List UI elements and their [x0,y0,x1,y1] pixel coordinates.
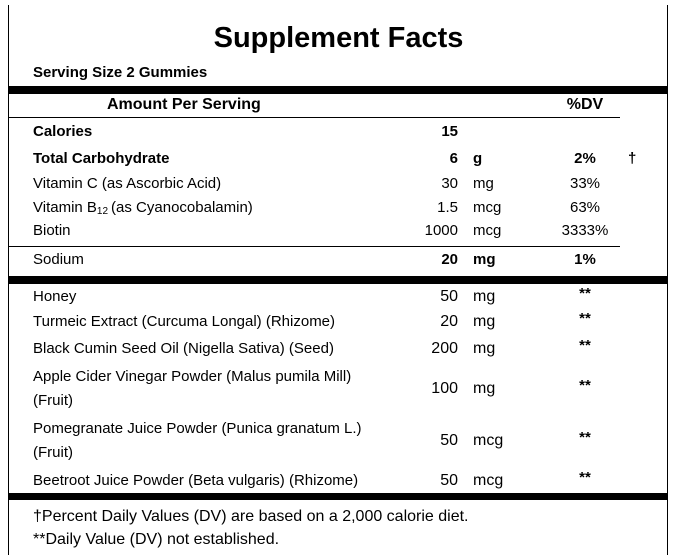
ingredient-name: (Fruit) [33,444,73,461]
nutrient-name: Biotin [33,222,71,239]
daily-value: ** [579,310,591,327]
nutrient-name: Sodium [33,251,84,268]
amount: 20 [441,251,458,268]
amount: 100 [431,380,458,397]
unit: mg [473,288,496,305]
daily-value: ** [579,337,591,354]
thick-rule [8,86,668,94]
serving-size: Serving Size 2 Gummies [33,64,208,81]
thin-rule [8,246,620,247]
unit: mcg [473,432,504,449]
name-rest: (as Cyanocobalamin) [111,199,253,216]
amount: 15 [441,123,458,140]
footnote: **Daily Value (DV) not established. [33,531,280,548]
daily-value: 2% [574,150,596,167]
amount: 50 [440,472,458,489]
name-subscript: 12 [96,206,109,217]
dv-header: %DV [566,96,604,113]
unit: mg [473,380,496,397]
ingredient-name: Beetroot Juice Powder (Beta vulgaris) (R… [33,472,359,489]
ingredient-name: (Fruit) [33,392,73,409]
amount-header: Amount Per Serving [107,96,261,113]
amount: 50 [440,432,458,449]
thick-rule [8,493,668,500]
nutrient-name: Vitamin B12 (as Cyanocobalamin) [33,199,253,221]
nutrient-name: Total Carbohydrate [33,150,170,167]
footnote: †Percent Daily Values (DV) are based on … [33,508,469,525]
amount: 200 [431,340,458,357]
daily-value: ** [579,377,591,394]
daily-value: 1% [574,251,596,268]
unit: mg [473,251,496,268]
daily-value: 63% [569,199,601,216]
daily-value: ** [579,469,591,486]
amount: 1.5 [437,199,458,216]
ingredient-name: Honey [33,288,77,305]
unit: mcg [473,199,502,216]
nutrient-name: Calories [33,123,93,140]
amount: 30 [441,175,458,192]
amount: 6 [449,150,458,167]
daily-value: ** [579,285,591,302]
ingredient-name: Apple Cider Vinegar Powder (Malus pumila… [33,368,352,385]
footnote-mark: † [628,150,637,167]
unit: mg [473,313,496,330]
unit: g [473,150,483,167]
daily-value: 33% [569,175,601,192]
unit: mcg [473,472,504,489]
amount: 1000 [424,222,458,239]
daily-value: ** [579,429,591,446]
amount: 50 [440,288,458,305]
name: Vitamin B [33,199,97,216]
unit: mcg [473,222,502,239]
nutrient-name: Vitamin C (as Ascorbic Acid) [33,175,222,192]
ingredient-name: Pomegranate Juice Powder (Punica granatu… [33,420,362,437]
amount: 20 [440,313,458,330]
daily-value: 3333% [561,222,609,239]
thin-rule [8,117,620,118]
unit: mg [473,175,494,192]
title: Supplement Facts [213,22,464,54]
ingredient-name: Black Cumin Seed Oil (Nigella Sativa) (S… [33,340,334,357]
unit: mg [473,340,496,357]
ingredient-name: Turmeic Extract (Curcuma Longal) (Rhizom… [33,313,336,330]
thick-rule [8,276,668,284]
